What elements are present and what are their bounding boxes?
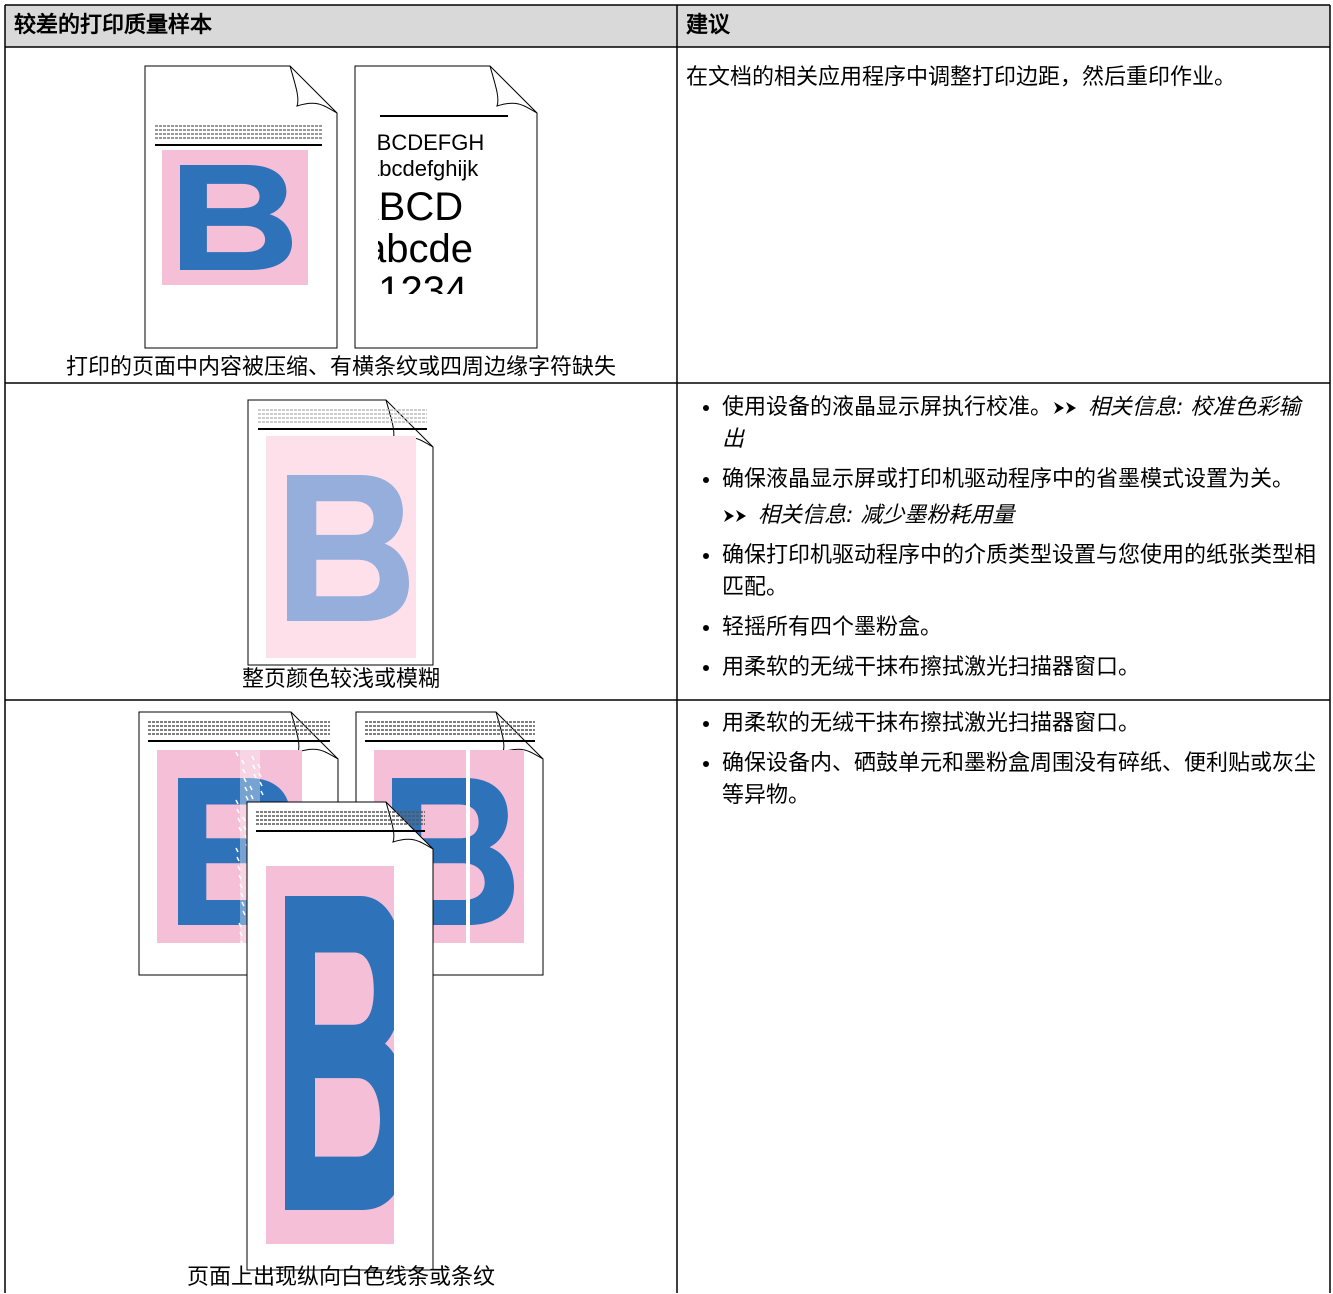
speckle <box>238 826 242 832</box>
page-curl <box>289 65 338 114</box>
link[interactable]: 相关信息: 减少墨粉耗用量 <box>758 503 1015 528</box>
item-text: 确保设备内、硒鼓单元和墨粉盒周围没有碎纸、便利贴或灰尘等异物。 <box>722 751 1317 808</box>
speckle <box>259 781 263 787</box>
speckle <box>257 763 261 769</box>
header-bg <box>5 5 1330 47</box>
sample-letter <box>285 896 394 1210</box>
item-text: 轻摇所有四个墨粉盒。 <box>722 615 943 640</box>
speckle <box>237 865 241 871</box>
speckle <box>251 755 255 761</box>
list-item: 用柔软的无绒干抹布擦拭激光扫描器窗口。 <box>722 652 1322 684</box>
speckle <box>235 847 239 853</box>
speckle <box>252 764 256 770</box>
link-arrow <box>724 510 746 522</box>
suggestion-list: 使用设备的液晶显示屏执行校准。相关信息: 校准色彩输出 确保液晶显示屏或打印机驱… <box>686 392 1322 692</box>
caption: 整页颜色较浅或模糊 <box>241 667 440 692</box>
speckle <box>236 808 240 814</box>
speckle <box>260 790 264 796</box>
link-arrow <box>1054 402 1077 414</box>
sample-letter <box>287 475 409 621</box>
speckle <box>235 799 239 805</box>
speckle <box>241 759 245 765</box>
sample-text: ABCDEFGH abcdefghijk ABCD abcde 01234 <box>352 130 484 313</box>
list-item: 确保液晶显示屏或打印机驱动程序中的省墨模式设置为关。相关信息: 减少墨粉耗用量 <box>722 464 1322 532</box>
speckle <box>242 816 246 822</box>
suggestion-list: 用柔软的无绒干抹布擦拭激光扫描器窗口。 确保设备内、硒鼓单元和墨粉盒周围没有碎纸… <box>686 708 1322 820</box>
sample-letter <box>180 165 292 270</box>
list-item: 确保设备内、硒鼓单元和墨粉盒周围没有碎纸、便利贴或灰尘等异物。 <box>722 748 1322 812</box>
header-cell: 建议 <box>686 13 731 38</box>
speckle <box>238 922 242 928</box>
list-item: 使用设备的液晶显示屏执行校准。相关信息: 校准色彩输出 <box>722 392 1322 456</box>
item-text: 使用设备的液晶显示屏执行校准。 <box>722 395 1053 420</box>
speckle <box>238 874 242 880</box>
speckle <box>244 786 248 792</box>
sample-line: abcdefghijk <box>367 156 479 181</box>
speckle <box>240 940 244 946</box>
link-line: 相关信息: 减少墨粉耗用量 <box>722 500 1322 532</box>
sample-letter <box>392 778 514 925</box>
list: 用柔软的无绒干抹布擦拭激光扫描器窗口。 确保设备内、硒鼓单元和墨粉盒周围没有碎纸… <box>686 708 1322 812</box>
sample-line: 01234 <box>356 269 467 313</box>
list: 使用设备的液晶显示屏执行校准。相关信息: 校准色彩输出 确保液晶显示屏或打印机驱… <box>686 392 1322 684</box>
speckle <box>237 817 241 823</box>
speckle <box>249 785 253 791</box>
list-item: 轻摇所有四个墨粉盒。 <box>722 612 1322 644</box>
speckle <box>239 931 243 937</box>
sample-line: abcde <box>364 227 473 271</box>
header-cell: 较差的打印质量样本 <box>14 13 213 38</box>
sample-line: ABCD <box>352 185 463 229</box>
link[interactable]: 相关信息: 校准色彩输出 <box>722 395 1301 452</box>
speckle <box>235 751 239 757</box>
item-text: 用柔软的无绒干抹布擦拭激光扫描器窗口。 <box>722 711 1141 736</box>
list-item: 确保打印机驱动程序中的介质类型设置与您使用的纸张类型相匹配。 <box>722 540 1322 604</box>
white-streak <box>466 750 470 943</box>
speckle <box>241 901 245 907</box>
speckle <box>250 794 254 800</box>
item-text: 确保打印机驱动程序中的介质类型设置与您使用的纸张类型相匹配。 <box>722 543 1317 600</box>
speckle <box>239 883 243 889</box>
speckle <box>253 773 257 779</box>
speckle <box>242 768 246 774</box>
speckle <box>242 910 246 916</box>
caption: 页面上出现纵向白色线条或条纹 <box>186 1265 495 1290</box>
speckle <box>258 772 262 778</box>
speckle <box>236 856 240 862</box>
caption: 打印的页面中内容被压缩、有横条纹或四周边缘字符缺失 <box>65 355 616 380</box>
suggestion: 在文档的相关应用程序中调整打印边距，然后重印作业。 <box>686 65 1237 90</box>
table-borders <box>4 4 1331 1293</box>
speckle <box>245 795 249 801</box>
speckle <box>240 892 244 898</box>
item-text: 用柔软的无绒干抹布擦拭激光扫描器窗口。 <box>722 655 1141 680</box>
illustrations <box>138 65 544 1271</box>
speckle <box>243 825 247 831</box>
page-curl <box>489 65 538 114</box>
speckle <box>243 777 247 783</box>
list-item: 用柔软的无绒干抹布擦拭激光扫描器窗口。 <box>722 708 1322 740</box>
sample-line: ABCDEFGH <box>362 130 484 155</box>
paper <box>354 65 538 349</box>
item-text: 确保液晶显示屏或打印机驱动程序中的省墨模式设置为关。 <box>722 467 1295 492</box>
clipped-letter <box>285 896 394 1210</box>
